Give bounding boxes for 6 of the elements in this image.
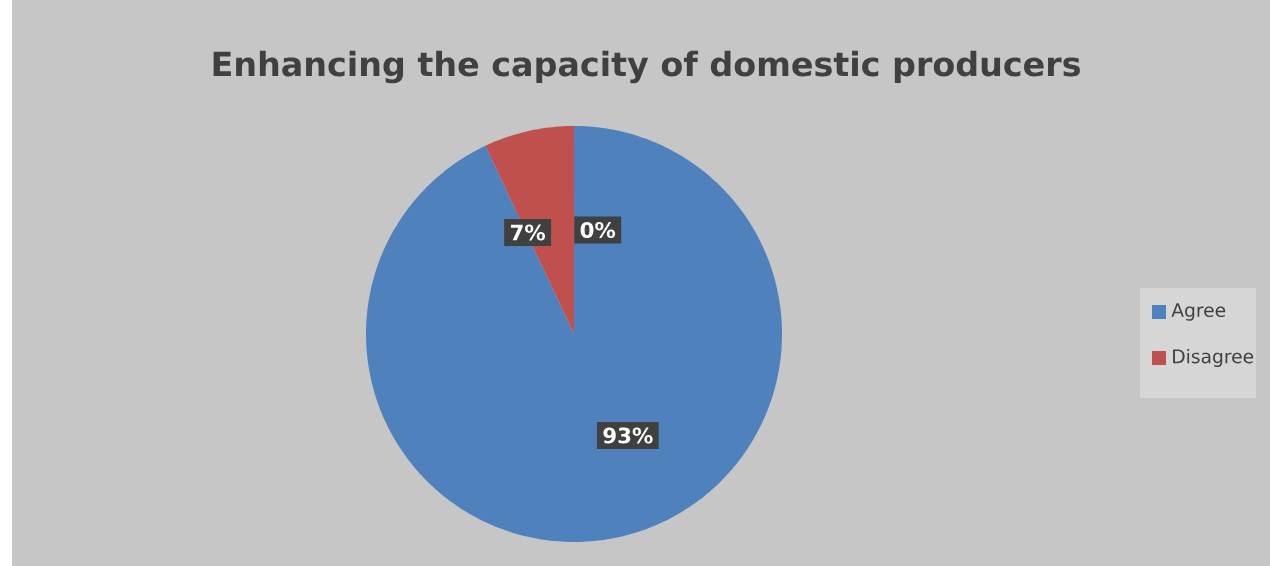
data-label: 7% xyxy=(510,224,546,241)
chart-title: Enhancing the capacity of domestic producers xyxy=(213,50,1080,84)
data-label: 93% xyxy=(603,427,653,444)
legend-label: Agree xyxy=(1171,303,1226,321)
text: 0% xyxy=(580,221,616,239)
legend-label: Disagree xyxy=(1173,348,1254,368)
